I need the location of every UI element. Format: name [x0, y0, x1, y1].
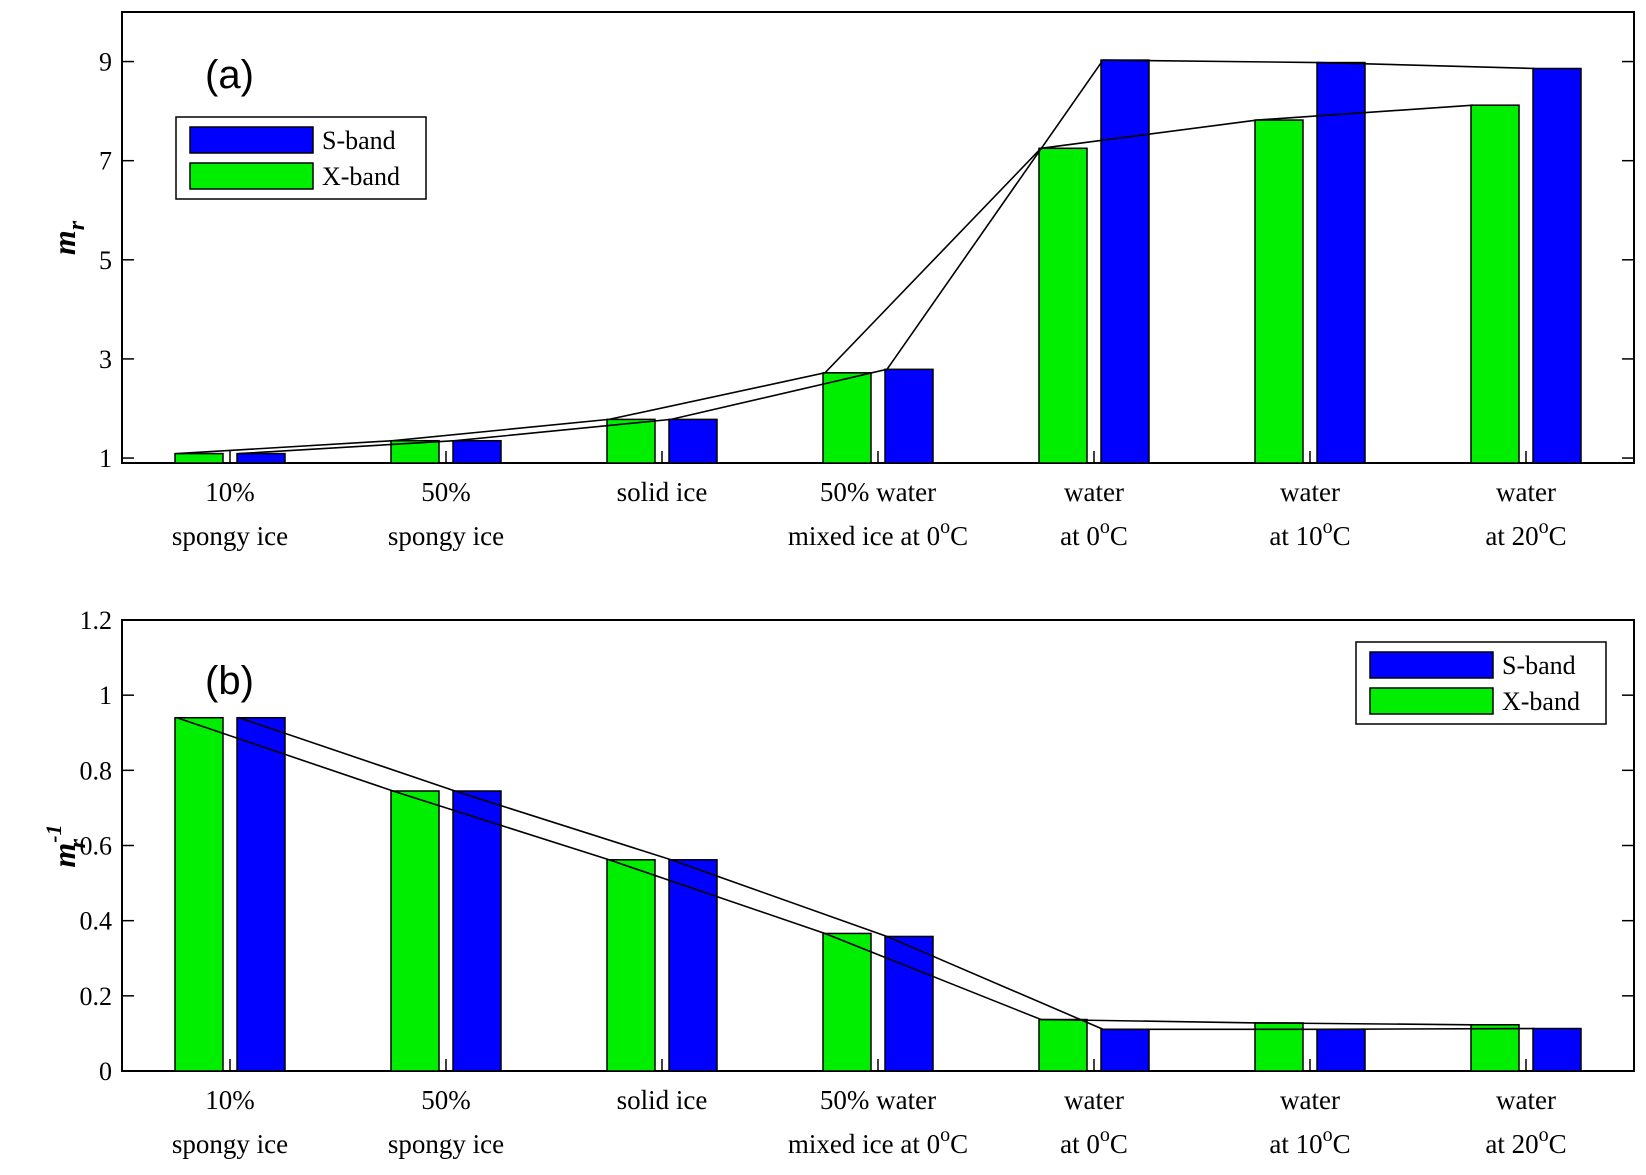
y-axis-label-a: mr [46, 220, 90, 255]
x-tick-label-line1-b: water [1496, 1085, 1556, 1115]
bar-s-band-a [1316, 61, 1366, 464]
bar-s-band-b [1316, 1028, 1366, 1072]
bar-x-band-b [822, 932, 872, 1072]
bar-s-band-a [668, 418, 718, 464]
bar-x-band-a [1254, 119, 1304, 464]
series-line-s-band-b [238, 716, 1536, 1031]
legend-swatch-s-band-b [1369, 651, 1494, 679]
bar-s-band-a [1100, 59, 1150, 464]
series-line-s-band-a [238, 59, 1536, 455]
x-tick-label-line1-b: 50% water [820, 1085, 936, 1115]
bar-x-band-a [822, 372, 872, 464]
bar-x-band-a [1470, 104, 1520, 464]
x-tick-label-line2-a: at 20oC [1485, 516, 1566, 551]
bar-x-band-a [606, 418, 656, 464]
y-axis-label-b: m-1r [41, 824, 91, 867]
bar-s-band-a [1532, 67, 1582, 464]
y-label-sub-a: r [64, 220, 90, 230]
bar-x-band-b [1470, 1024, 1520, 1072]
bar-s-band-b [452, 790, 502, 1072]
y-tick-label-b: 0.4 [80, 907, 113, 936]
x-tick-label-line2-b: at 0oC [1060, 1124, 1128, 1159]
legend-swatch-x-band-a [189, 162, 314, 190]
x-tick-label-line1-a: 10% [205, 477, 255, 507]
x-tick-label-line1-b: water [1064, 1085, 1124, 1115]
panel-b: (b) 0 0.2 0.4 0.6 0.8 1 1.2 10% spongy ice 50% sp… [41, 606, 1635, 1159]
legend-label-x-band-b: X-band [1502, 687, 1580, 716]
y-label-main-b: m [46, 843, 82, 868]
plot-area-a [121, 11, 1635, 464]
legend-swatch-s-band-a [189, 126, 314, 154]
y-tick-label-b: 0.6 [80, 832, 113, 861]
panel-a: (a) 1 3 5 7 9 10% spongy ice 50% spongy ice soli… [46, 11, 1635, 551]
x-tick-label-line1-a: water [1280, 477, 1340, 507]
bar-x-band-b [390, 790, 440, 1072]
x-tick-label-line1-a: 50% [421, 477, 471, 507]
y-tick-label-a: 5 [99, 246, 112, 275]
x-tick-label-line1-a: water [1496, 477, 1556, 507]
x-tick-label-line1-b: 50% [421, 1085, 471, 1115]
series-line-x-band-a [176, 104, 1474, 455]
y-tick-label-b: 1.2 [80, 606, 113, 635]
x-tick-label-line2-a: spongy ice [172, 521, 288, 551]
y-tick-label-b: 0 [99, 1057, 112, 1086]
x-tick-label-line2-a: at 10oC [1269, 516, 1350, 551]
y-tick-label-b: 0.8 [80, 756, 113, 785]
legend-label-s-band-b: S-band [1502, 651, 1576, 680]
y-tick-label-a: 9 [99, 48, 112, 77]
bar-s-band-a [236, 452, 286, 464]
y-label-sup-b: -1 [41, 824, 66, 842]
y-label-sub-b: r [65, 838, 91, 848]
bar-x-band-b [606, 859, 656, 1072]
series-line-x-band-b [176, 716, 1474, 1026]
legend-swatch-x-band-b [1369, 687, 1494, 715]
x-tick-label-line1-b: water [1280, 1085, 1340, 1115]
y-tick-label-a: 3 [99, 345, 112, 374]
bar-s-band-b [1532, 1027, 1582, 1072]
bar-x-band-a [1038, 147, 1088, 464]
svg-text:mr: mr [46, 220, 90, 255]
bar-s-band-b [1100, 1028, 1150, 1072]
y-label-main-a: m [46, 230, 82, 255]
x-tick-label-line1-a: 50% water [820, 477, 936, 507]
x-tick-label-line2-a: mixed ice at 0oC [788, 516, 968, 551]
x-tick-label-line1-a: water [1064, 477, 1124, 507]
x-tick-label-line2-a: at 0oC [1060, 516, 1128, 551]
y-tick-label-a: 1 [99, 444, 112, 473]
x-tick-label-line2-b: spongy ice [172, 1129, 288, 1159]
x-tick-label-line2-a: spongy ice [388, 521, 504, 551]
bar-s-band-a [884, 368, 934, 464]
x-tick-label-line1-a: solid ice [617, 477, 708, 507]
bar-x-band-a [390, 439, 440, 464]
legend-label-x-band-a: X-band [322, 162, 400, 191]
y-tick-label-b: 0.2 [80, 982, 113, 1011]
bar-s-band-a [452, 439, 502, 464]
x-tick-label-line1-b: solid ice [617, 1085, 708, 1115]
svg-text:m-1r: m-1r [41, 824, 91, 867]
legend-b: S-band X-band [1355, 641, 1607, 725]
bar-x-band-b [174, 716, 224, 1072]
bar-x-band-b [1038, 1018, 1088, 1072]
legend-label-s-band-a: S-band [322, 126, 396, 155]
bar-s-band-b [884, 935, 934, 1072]
y-tick-label-a: 7 [99, 147, 112, 176]
panel-label-b: (b) [205, 659, 254, 703]
y-tick-label-b: 1 [99, 681, 112, 710]
x-tick-label-line2-b: at 20oC [1485, 1124, 1566, 1159]
bar-s-band-b [668, 859, 718, 1072]
bar-x-band-a [174, 452, 224, 464]
x-tick-label-line2-b: at 10oC [1269, 1124, 1350, 1159]
bar-s-band-b [236, 716, 286, 1072]
bar-x-band-b [1254, 1022, 1304, 1072]
panel-label-a: (a) [205, 53, 254, 97]
x-tick-label-line2-b: mixed ice at 0oC [788, 1124, 968, 1159]
legend-a: S-band X-band [175, 116, 427, 200]
x-tick-label-line2-b: spongy ice [388, 1129, 504, 1159]
x-tick-label-line1-b: 10% [205, 1085, 255, 1115]
